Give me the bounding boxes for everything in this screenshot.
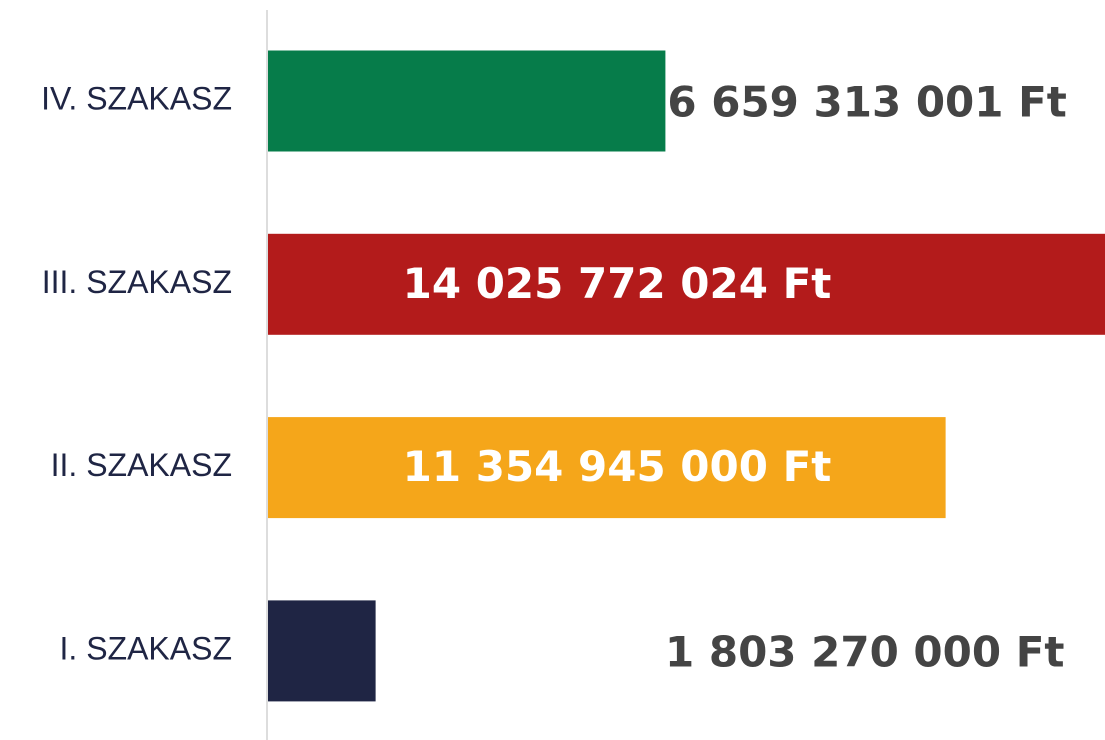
bar [268,600,376,702]
value-label: 14 025 772 024 Ft [403,259,832,308]
value-label: 1 803 270 000 Ft [665,627,1065,676]
category-label: I. SZAKASZ [60,630,232,666]
bar [268,417,946,519]
category-label: II. SZAKASZ [51,447,232,483]
value-label: 11 354 945 000 Ft [403,442,832,491]
category-label: IV. SZAKASZ [41,80,232,116]
value-label: 6 659 313 001 Ft [667,78,1066,127]
bar [268,233,1105,335]
category-label: III. SZAKASZ [42,264,232,300]
bar [268,50,666,152]
